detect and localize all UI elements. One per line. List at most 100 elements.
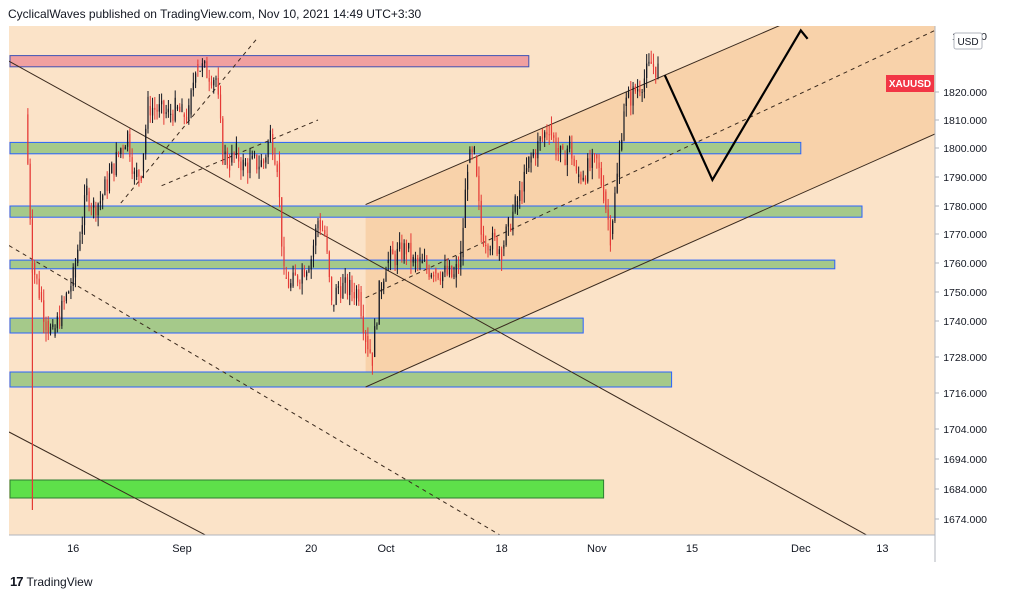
candle-body — [485, 244, 487, 246]
candle-body — [263, 160, 265, 164]
candle-body — [342, 282, 344, 299]
candle-body — [312, 245, 315, 258]
footer-brand-label: TradingView — [26, 574, 93, 589]
candle-body — [569, 136, 571, 149]
candle-body — [550, 125, 553, 136]
symbol-price-tag — [886, 75, 934, 92]
candle-body — [43, 300, 45, 322]
candle-body — [249, 158, 251, 174]
candle-body — [317, 220, 319, 229]
candle-body — [240, 161, 242, 171]
chart-svg[interactable]: 1674.000 1684.000 1694.000 1704.000 1716.000… — [9, 26, 999, 562]
time-tick-label: 16 — [67, 543, 79, 555]
candle-body — [185, 116, 188, 121]
candle-body — [349, 280, 351, 296]
candle-body — [496, 237, 498, 255]
candle-body — [537, 141, 539, 159]
candle-body — [54, 328, 56, 336]
candle-body — [548, 134, 550, 136]
candle-body — [573, 158, 575, 166]
candle-body — [453, 274, 455, 277]
candle-body — [609, 219, 611, 246]
candle-body — [584, 177, 587, 182]
candle-body — [600, 167, 602, 186]
candle-body — [188, 105, 190, 121]
time-tick-label: 20 — [305, 543, 317, 555]
candle-body — [539, 137, 541, 142]
zone-target — [9, 479, 605, 499]
candle-body — [417, 258, 419, 262]
candle-body — [643, 78, 645, 92]
time-tick-label: Sep — [172, 543, 192, 555]
candle-body — [38, 278, 40, 299]
candle-body — [315, 228, 317, 246]
candle-body — [197, 64, 199, 72]
price-axis[interactable]: 1674.000 1684.000 1694.000 1704.000 1716.000… — [935, 31, 987, 526]
candle-body — [618, 149, 621, 177]
candle-body — [70, 285, 72, 292]
time-tick-label: Oct — [377, 543, 394, 555]
candle-body — [233, 152, 235, 155]
candle-body — [104, 179, 106, 196]
candle-body — [471, 149, 473, 153]
candle-body — [433, 274, 435, 277]
candle-body — [287, 278, 290, 288]
price-tick-label: 1800.000 — [943, 143, 987, 155]
candle-body — [290, 283, 292, 288]
candle-body — [523, 171, 525, 192]
candle-body — [535, 152, 537, 159]
candle-body — [285, 277, 287, 279]
candle-body — [596, 154, 598, 159]
candle-body — [167, 108, 169, 113]
candle-body — [127, 131, 129, 147]
candle-body — [378, 280, 380, 325]
candle-body — [525, 168, 528, 172]
candle-body — [435, 268, 437, 274]
candle-body — [68, 291, 70, 294]
candle-body — [217, 78, 219, 95]
candle-body — [158, 104, 160, 112]
candle-body — [222, 118, 224, 164]
candle-body — [242, 159, 244, 171]
price-chart[interactable]: 1674.000 1684.000 1694.000 1704.000 1716.000… — [9, 26, 999, 562]
candle-body — [641, 91, 643, 93]
candle-body — [587, 158, 589, 182]
currency-badge — [953, 32, 983, 50]
candle-body — [498, 249, 500, 255]
candle-body — [45, 321, 47, 331]
candle-body — [555, 137, 557, 156]
candle-body — [442, 272, 444, 282]
candle-body — [412, 256, 414, 263]
candle-body — [362, 316, 364, 333]
candle-body — [582, 177, 584, 180]
candle-body — [324, 230, 326, 235]
candle-body — [176, 106, 179, 109]
candle-body — [374, 326, 376, 357]
candle-body — [102, 195, 104, 201]
candle-body — [491, 232, 494, 250]
candle-body — [369, 349, 371, 353]
candle-body — [571, 142, 573, 159]
candle-body — [59, 316, 61, 327]
publish-header: CyclicalWaves published on TradingView.c… — [8, 7, 422, 21]
candle-body — [170, 113, 172, 115]
candle-body — [346, 277, 349, 296]
candle-body — [199, 70, 201, 72]
candle-body — [292, 272, 294, 287]
candle-body — [74, 263, 77, 278]
candle-body — [319, 220, 321, 231]
tradingview-logo-icon: 17 — [10, 574, 24, 589]
candle-body — [210, 81, 213, 86]
candle-body — [111, 163, 113, 174]
candle-body — [389, 249, 392, 260]
candle-body — [90, 207, 92, 209]
currency-label: USD — [957, 37, 978, 48]
price-tick-label: 1770.000 — [943, 229, 987, 241]
candle-body — [564, 159, 566, 166]
candle-body — [301, 269, 303, 284]
candle-body — [283, 246, 285, 267]
candle-body — [593, 154, 596, 156]
time-axis[interactable]: 16 Sep 20 Oct 18 Nov 15 Dec 13 — [67, 543, 888, 555]
candle-body — [333, 304, 335, 307]
candle-body — [238, 153, 240, 162]
